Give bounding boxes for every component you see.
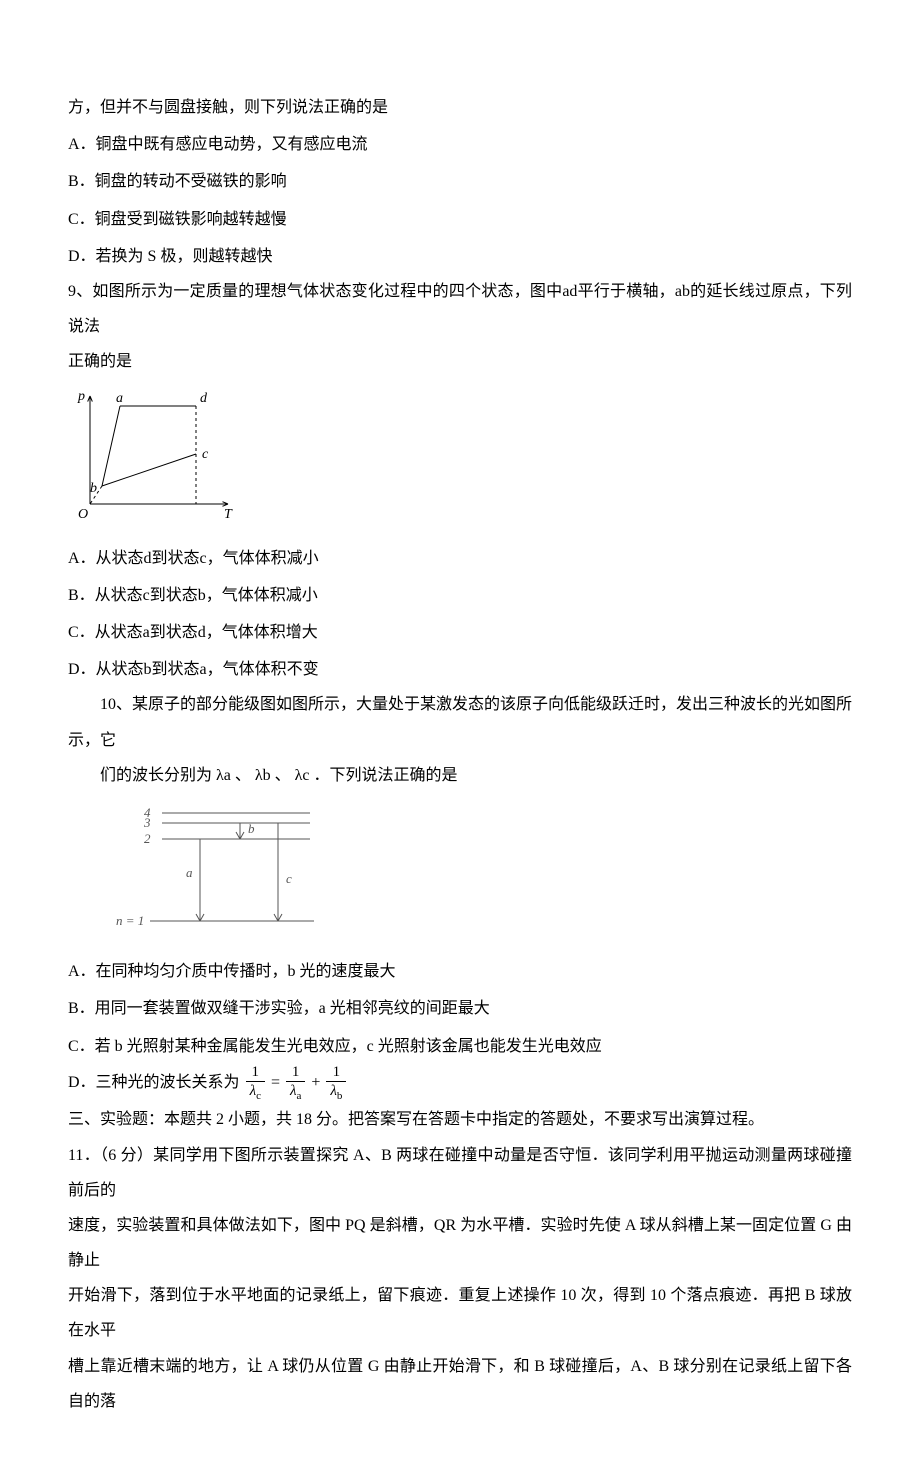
q9-opt-b: B．从状态c到状态b，气体体积减小 [68,578,852,613]
svg-text:p: p [77,389,85,404]
svg-text:T: T [224,507,233,522]
q11-line4: 槽上靠近槽末端的地方，让 A 球仍从位置 G 由静止开始滑下，和 B 球碰撞后，… [68,1349,852,1419]
q9-stem-2: 正确的是 [68,344,852,379]
q11-line2: 速度，实验装置和具体做法如下，图中 PQ 是斜槽，QR 为水平槽．实验时先使 A… [68,1208,852,1278]
q8-opt-c: C．铜盘受到磁铁影响越转越慢 [68,202,852,237]
q9-stem-1: 9、如图所示为一定质量的理想气体状态变化过程中的四个状态，图中ad平行于横轴，a… [68,274,852,344]
svg-text:a: a [186,865,193,880]
q10-stem-1: 10、某原子的部分能级图如图所示，大量处于某激发态的该原子向低能级跃迁时，发出三… [68,687,852,757]
svg-text:c: c [286,871,292,886]
frac-1-over-la: 1λa [286,1064,305,1103]
q10-stem-2: 们的波长分别为 λa 、 λb 、 λc ．下列说法正确的是 [68,758,852,793]
q10-opt-d: D．三种光的波长关系为 1λc = 1λa + 1λb [68,1064,852,1103]
q11-line1: 11．（6 分）某同学用下图所示装置探究 A、B 两球在碰撞中动量是否守恒．该同… [68,1138,852,1208]
frac-1-over-lc: 1λc [246,1064,265,1103]
svg-text:d: d [200,391,208,406]
q9-opt-c: C．从状态a到状态d，气体体积增大 [68,615,852,650]
svg-text:b: b [248,821,255,836]
q9-opt-d: D．从状态b到状态a，气体体积不变 [68,652,852,687]
equals-sign: = [271,1065,280,1100]
q8-tail: 方，但并不与圆盘接触，则下列说法正确的是 [68,90,852,125]
q10-opt-d-prefix: D．三种光的波长关系为 [68,1065,240,1100]
q9-pT-diagram: p T Oa b c d [68,386,238,522]
svg-text:a: a [116,391,123,406]
frac-1-over-lb: 1λb [326,1064,346,1103]
svg-text:2: 2 [144,831,151,846]
svg-text:n = 1: n = 1 [116,913,144,928]
svg-text:3: 3 [143,815,151,830]
q10-opt-b: B．用同一套装置做双缝干涉实验，a 光相邻亮纹的间距最大 [68,991,852,1026]
q10-energy-level-diagram: 432n = 1abc [100,799,320,935]
q8-opt-d: D．若换为 S 极，则越转越快 [68,239,852,274]
plus-sign: + [311,1065,320,1100]
section3-heading: 三、实验题：本题共 2 小题，共 18 分。把答案写在答题卡中指定的答题处，不要… [68,1102,852,1137]
q9-opt-a: A．从状态d到状态c，气体体积减小 [68,541,852,576]
svg-text:O: O [78,507,88,522]
svg-text:c: c [202,447,209,462]
q10-opt-c: C．若 b 光照射某种金属能发生光电效应，c 光照射该金属也能发生光电效应 [68,1029,852,1064]
q8-opt-b: B．铜盘的转动不受磁铁的影响 [68,164,852,199]
q8-opt-a: A．铜盘中既有感应电动势，又有感应电流 [68,127,852,162]
q10-opt-a: A．在同种均匀介质中传播时，b 光的速度最大 [68,954,852,989]
svg-text:b: b [90,481,97,496]
q11-line3: 开始滑下，落到位于水平地面的记录纸上，留下痕迹．重复上述操作 10 次，得到 1… [68,1278,852,1348]
